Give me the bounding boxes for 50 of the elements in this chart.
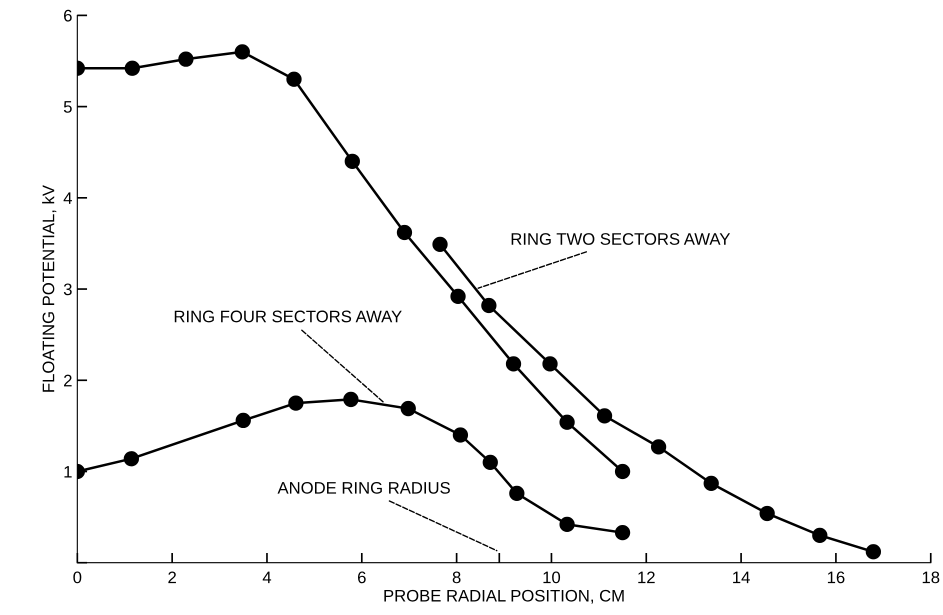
point <box>614 464 630 480</box>
y-tick-label: 6 <box>64 10 72 22</box>
point <box>452 427 468 443</box>
annotation: RING FOUR SECTORS AWAY <box>174 310 402 322</box>
y-tick-label: 2 <box>64 374 72 386</box>
point <box>124 60 140 76</box>
x-tick-label: 6 <box>358 572 366 584</box>
x-tick-label: 2 <box>168 572 176 584</box>
y-tick-label: 4 <box>64 192 72 204</box>
point <box>596 408 612 424</box>
point <box>542 356 558 372</box>
x-tick-label: 8 <box>452 572 461 584</box>
x-tick-label: 18 <box>922 572 940 584</box>
point <box>812 528 828 543</box>
point <box>650 439 666 455</box>
point <box>396 224 412 240</box>
point <box>286 72 302 87</box>
y-axis-title: FLOATING POTENTIAL, kV <box>42 185 56 392</box>
point <box>450 288 466 304</box>
point <box>559 516 575 532</box>
x-tick-label: 16 <box>828 572 844 584</box>
x-tick-label: 10 <box>543 572 560 584</box>
point <box>344 154 360 169</box>
x-tick-label: 4 <box>262 572 272 584</box>
point <box>124 451 140 466</box>
x-tick-label: 14 <box>733 572 750 584</box>
point <box>704 476 719 491</box>
point <box>343 392 359 408</box>
x-tick-label: 0 <box>73 572 82 584</box>
x-axis-title: PROBE RADIAL POSITION, CM <box>384 590 624 604</box>
point <box>559 414 575 430</box>
point <box>288 395 304 411</box>
annotation: RING TWO SECTORS AWAY <box>512 233 730 245</box>
y-tick-label: 1 <box>64 466 72 478</box>
y-tick-label: 3 <box>64 283 72 296</box>
point <box>234 44 250 60</box>
point <box>760 506 775 522</box>
point <box>481 298 496 314</box>
y-tick-label: 5 <box>64 101 72 113</box>
point <box>236 412 251 428</box>
point <box>482 454 498 470</box>
point <box>866 544 882 560</box>
point <box>400 400 416 416</box>
point <box>432 236 448 252</box>
point <box>506 356 522 372</box>
annotation: ANODE RING RADIUS <box>278 482 450 494</box>
point <box>178 52 194 67</box>
point <box>614 524 630 540</box>
x-tick-label: 12 <box>638 572 655 584</box>
point <box>509 486 524 502</box>
